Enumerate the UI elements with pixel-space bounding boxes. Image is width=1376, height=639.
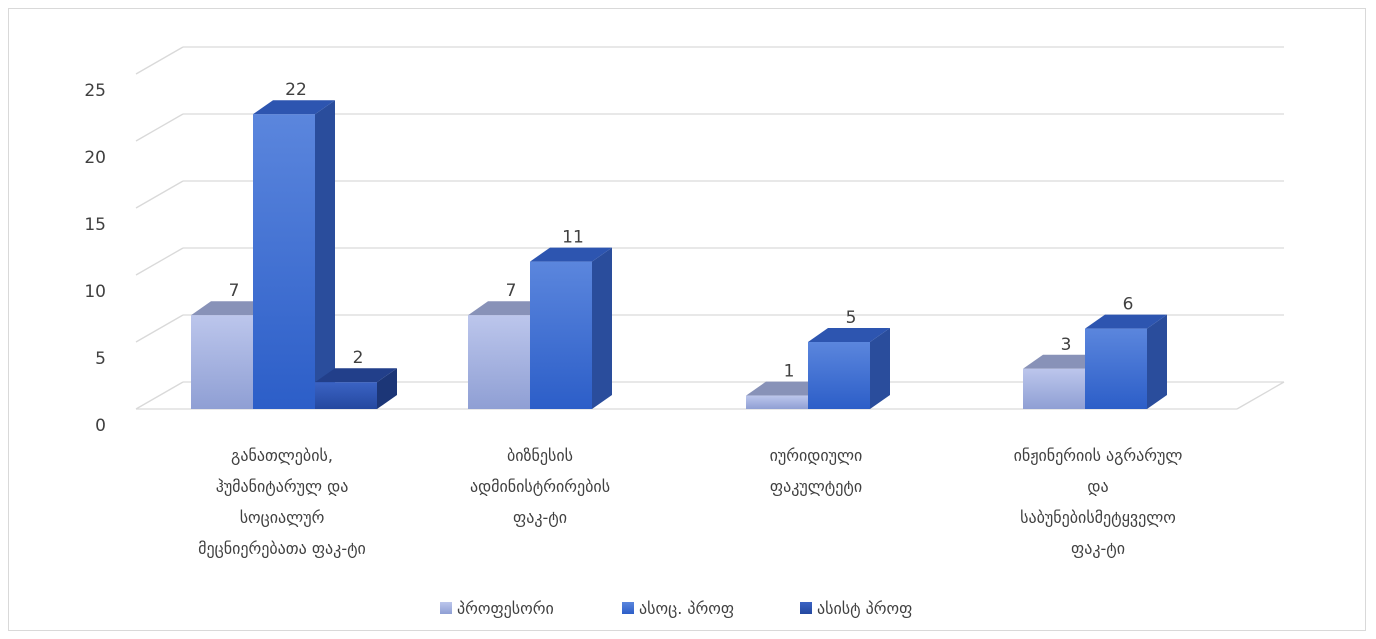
legend-label: პროფესორი	[457, 599, 554, 618]
bar-top	[746, 381, 828, 396]
legend-swatch	[440, 602, 452, 614]
bar-side	[592, 247, 612, 409]
data-label: 7	[506, 281, 517, 301]
category-label: განათლების, ჰუმანიტარულ და სოციალურ მეცნიერ…	[198, 446, 366, 558]
data-label: 5	[846, 308, 857, 328]
bar-side	[870, 328, 890, 409]
bar-side	[1147, 314, 1167, 409]
legend-label: ასისტ პროფ	[817, 599, 912, 618]
bar-side	[377, 368, 397, 409]
bar-side	[315, 100, 335, 409]
bar	[530, 247, 612, 409]
category-label-line: ადმინისტრირების	[470, 477, 610, 496]
legend-item: ასოც. პროფ	[622, 599, 734, 618]
data-label: 3	[1061, 335, 1072, 355]
category-label: ბიზნესის ადმინისტრირების ფაკ-ტი	[470, 446, 610, 527]
legend-swatch	[800, 602, 812, 614]
bar-top	[1023, 354, 1105, 369]
floor-edge-side	[1236, 381, 1285, 410]
bar-top	[468, 301, 550, 316]
category-label-line: ჰუმანიტარულ და	[216, 477, 349, 496]
legend-swatch	[622, 602, 634, 614]
category-label-line: საბუნებისმეტყველო	[1020, 508, 1176, 527]
data-label: 11	[562, 228, 584, 248]
category-label-line: სოციალურ	[240, 508, 325, 527]
legend: პროფესორი ასოც. პროფ ასისტ პროფ	[440, 599, 912, 618]
data-label: 7	[229, 281, 240, 301]
bar	[315, 368, 397, 409]
category-label-line: მეცნიერებათა ფაკ-ტი	[198, 539, 366, 558]
bar-front	[468, 315, 530, 409]
bar-front	[1023, 368, 1085, 409]
legend-item: ასისტ პროფ	[800, 599, 912, 618]
category-label-line: ფაკ-ტი	[1071, 539, 1125, 558]
gridline-side	[135, 247, 184, 276]
category-label-line: ფაკულტეტი	[770, 477, 862, 496]
bar-front	[315, 382, 377, 409]
bar	[1085, 314, 1167, 409]
gridline-side	[135, 113, 184, 142]
legend-label: ასოც. პროფ	[639, 599, 734, 618]
bar	[253, 100, 335, 409]
bar-top	[808, 328, 890, 342]
bar-front	[808, 342, 870, 409]
category-label-line: განათლების,	[231, 446, 333, 465]
y-tick-label: 10	[84, 282, 106, 302]
data-labels: 7 7 1 3 22 11 5 6 2	[229, 80, 1134, 381]
category-label-line: ინჟინერიის აგრარულ	[1014, 446, 1183, 465]
category-label-line: ბიზნესის	[507, 446, 573, 465]
category-label: ინჟინერიის აგრარულ და საბუნებისმეტყველო ფაკ…	[1014, 446, 1183, 558]
bar-top	[530, 247, 612, 262]
category-label-line: ფაკ-ტი	[513, 508, 567, 527]
bar-top	[253, 100, 335, 115]
bar-top	[191, 301, 273, 316]
y-tick-label: 20	[84, 148, 106, 168]
y-tick-label: 25	[84, 81, 106, 101]
bar	[808, 328, 890, 409]
gridline-side	[135, 180, 184, 209]
category-label-line: და	[1087, 477, 1108, 496]
gridline-side	[135, 46, 184, 75]
bar-front	[530, 261, 592, 409]
bar-front	[191, 315, 253, 409]
y-tick-label: 0	[95, 416, 106, 436]
y-tick-label: 5	[95, 349, 106, 369]
bars	[191, 100, 1167, 409]
data-label: 1	[784, 362, 795, 382]
category-label: იურიდიული ფაკულტეტი	[770, 446, 863, 496]
gridline-side	[135, 314, 184, 343]
x-axis-categories: განათლების, ჰუმანიტარულ და სოციალურ მეცნიერ…	[198, 446, 1182, 558]
bar-front	[746, 395, 808, 409]
bar-front	[253, 114, 315, 409]
data-label: 22	[285, 80, 307, 100]
data-label: 6	[1123, 295, 1134, 315]
legend-item: პროფესორი	[440, 599, 554, 618]
bar-top	[315, 368, 397, 383]
category-label-line: იურიდიული	[770, 446, 863, 465]
bar-top	[1085, 314, 1167, 329]
y-axis: 0 5 10 15 20 25	[84, 81, 106, 436]
bar	[191, 301, 273, 409]
bar-front	[1085, 328, 1147, 409]
gridline-side	[135, 381, 184, 410]
y-tick-label: 15	[84, 215, 106, 235]
data-label: 2	[353, 348, 364, 368]
